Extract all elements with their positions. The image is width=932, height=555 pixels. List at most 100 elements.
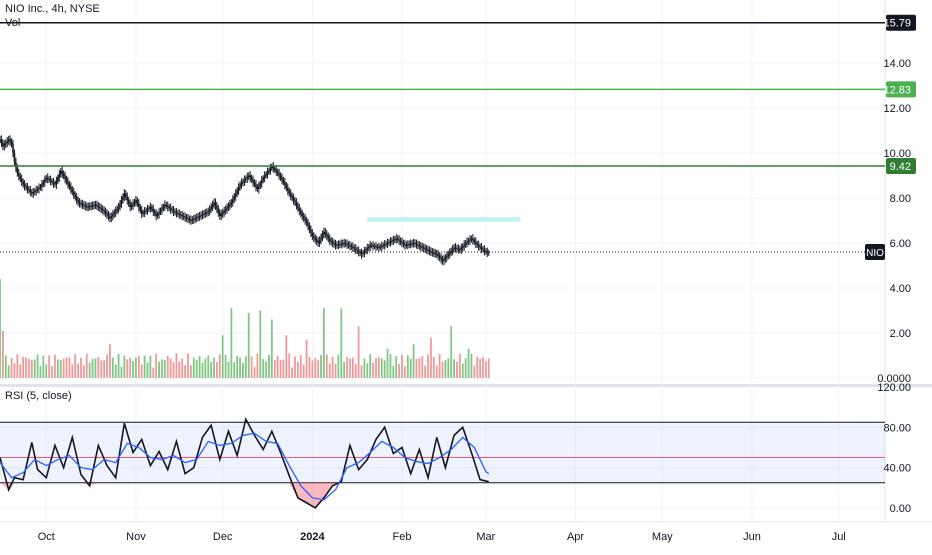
candle-body <box>146 209 149 211</box>
candle-body <box>411 243 413 245</box>
pane-separator[interactable] <box>0 384 932 387</box>
level-price-label: 12.83 <box>883 84 911 96</box>
candle-body <box>405 244 408 246</box>
candle-body <box>152 209 155 212</box>
rsi-indicator <box>0 417 885 509</box>
candle-body <box>165 204 168 206</box>
candle-body <box>456 248 458 250</box>
volume-bar <box>296 361 299 378</box>
candle-body <box>414 243 416 244</box>
volume-bar <box>65 357 68 378</box>
candle-body <box>240 183 243 185</box>
candle-body <box>59 171 62 175</box>
volume-bar <box>218 354 221 378</box>
x-tick-label: Dec <box>213 531 233 543</box>
candle-body <box>353 247 356 249</box>
candle-body <box>87 206 90 208</box>
candle-body <box>171 209 173 211</box>
symbol-tag-label: NIO <box>866 248 884 259</box>
time-axis[interactable]: Oct Nov Dec 2024 Feb Mar Apr May Jun Jul <box>38 531 846 543</box>
candle-body <box>266 172 269 174</box>
volume-bar <box>198 355 201 378</box>
volume-bar <box>236 355 239 378</box>
candle-body <box>470 238 473 240</box>
support-zone <box>367 217 521 222</box>
candle-body <box>354 248 357 250</box>
volume-bar <box>409 358 412 378</box>
volume-bar <box>71 364 74 378</box>
horizontal-levels[interactable]: 15.79 12.83 9.42 NIO <box>0 14 916 260</box>
candle-body <box>100 208 103 210</box>
rsi-title: RSI (5, close) <box>5 390 72 402</box>
candle-body <box>4 142 7 145</box>
candle-body <box>184 216 186 218</box>
candle-body <box>295 202 298 206</box>
candle-body <box>7 139 10 142</box>
volume-bar <box>178 361 181 378</box>
candle-body <box>107 214 110 217</box>
symbol-legend[interactable]: NIO Inc., 4h, NYSE <box>5 3 100 16</box>
candle-body <box>85 206 88 208</box>
gridlines <box>0 0 885 522</box>
price-axis[interactable]: 14.00 12.00 10.00 8.00 6.00 4.00 2.00 0.0000 <box>877 58 911 385</box>
volume-bar <box>114 364 117 378</box>
candle-body <box>398 239 400 241</box>
candle-body <box>224 209 227 211</box>
volume-bar <box>334 363 337 378</box>
volume-bar <box>302 364 305 378</box>
volume-bar <box>415 358 418 378</box>
volume-bar <box>487 358 490 378</box>
rsi-axis[interactable]: 120.00 80.00 40.00 0.00 <box>877 382 911 515</box>
rsi-legend[interactable]: RSI (5, close) <box>5 390 72 403</box>
volume-bar <box>247 312 250 378</box>
candle-body <box>421 246 424 248</box>
volume-bar <box>227 361 230 378</box>
candle-body <box>477 245 480 247</box>
candle-body <box>275 169 278 172</box>
candle-body <box>299 210 302 214</box>
volume-bar <box>224 354 227 378</box>
candle-body <box>250 177 253 180</box>
candle-body <box>256 186 259 189</box>
candle-body <box>365 249 367 252</box>
candle-body <box>61 171 63 174</box>
volume-bar <box>97 356 100 378</box>
candle-body <box>48 178 50 180</box>
volume-bar <box>51 365 53 378</box>
candle-body <box>80 203 82 205</box>
candle-body <box>246 177 249 179</box>
candle-body <box>360 253 363 255</box>
candle-body <box>119 203 121 207</box>
volume-bar <box>192 357 195 378</box>
candle-body <box>383 244 386 246</box>
volume-legend[interactable]: Vol <box>5 17 20 30</box>
candle-body <box>352 246 354 248</box>
volume-bar <box>230 308 233 378</box>
candle-body <box>472 238 474 241</box>
candle-body <box>117 207 120 209</box>
candle-body <box>221 212 224 215</box>
volume-bar <box>77 363 79 378</box>
volume-bar <box>406 355 409 378</box>
volume-bar <box>155 353 158 378</box>
candle-body <box>417 244 419 246</box>
price-tick-label: 0.0000 <box>877 373 911 385</box>
candle-body <box>344 243 347 244</box>
candle-body <box>138 203 140 207</box>
volume-bar <box>213 357 215 378</box>
volume-bar <box>39 365 42 378</box>
volume-bar <box>467 348 470 378</box>
volume-bar <box>432 356 435 378</box>
candle-body <box>409 243 412 245</box>
candle-body <box>466 241 468 243</box>
candle-body <box>182 216 185 217</box>
candle-body <box>297 205 299 209</box>
candle-body <box>366 248 369 250</box>
candle-body <box>339 244 341 246</box>
candle-body <box>41 184 43 187</box>
candle-body <box>285 185 288 188</box>
candle-body <box>435 253 438 255</box>
candle-body <box>81 204 84 205</box>
